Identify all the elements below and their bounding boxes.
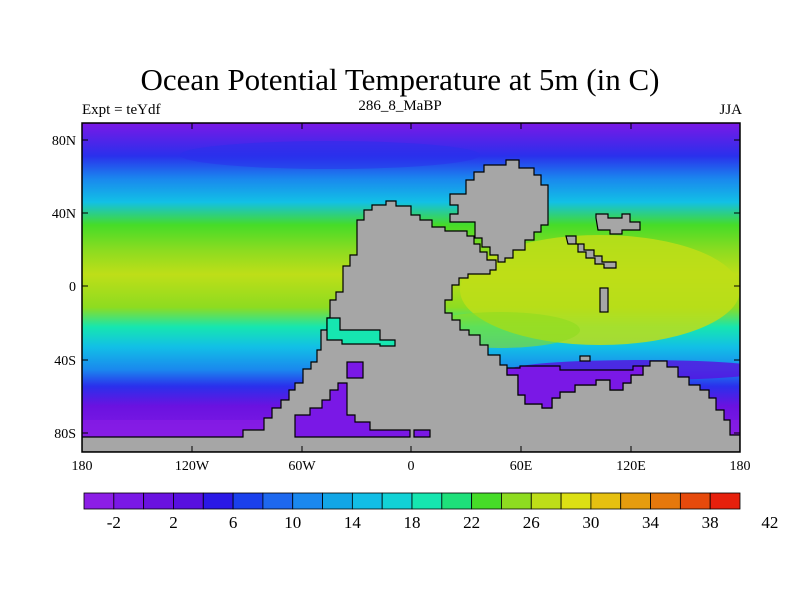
colorbar-label: 18 xyxy=(404,513,421,532)
weddell-sea xyxy=(294,382,411,438)
colorbar-swatch xyxy=(143,492,174,510)
northern-landmass xyxy=(449,159,549,263)
colorbar xyxy=(83,492,741,510)
colorbar-swatch xyxy=(590,492,622,510)
x-tick-label: 120W xyxy=(175,459,210,474)
colorbar-swatch xyxy=(530,492,562,510)
colorbar-swatch xyxy=(381,492,413,510)
map-title: Ocean Potential Temperature at 5m (in C) xyxy=(140,62,660,97)
colorbar-swatch xyxy=(292,492,323,510)
colorbar-label: 38 xyxy=(702,513,719,532)
age-label: 286_8_MaBP xyxy=(358,98,442,114)
x-tick-label: 60E xyxy=(510,459,533,474)
polar-sea-strip xyxy=(413,429,431,438)
colorbar-label: 22 xyxy=(463,513,480,532)
x-axis-ticks xyxy=(81,123,741,452)
colorbar-labels: -2 2 6 10 14 18 22 26 30 34 38 42 xyxy=(107,513,779,532)
x-tick-label: 60W xyxy=(288,459,316,474)
y-tick-label: 40S xyxy=(54,354,76,369)
x-tick-label: 180 xyxy=(72,459,93,474)
colorbar-swatch xyxy=(620,492,651,510)
x-tick-label: 180 xyxy=(730,459,751,474)
colorbar-swatch xyxy=(679,492,711,510)
colorbar-swatch xyxy=(709,492,741,510)
colorbar-swatch xyxy=(322,492,353,510)
polar-seas xyxy=(294,317,644,438)
y-tick-label: 80S xyxy=(54,427,76,442)
colorbar-label: 42 xyxy=(761,513,778,532)
archipelago xyxy=(565,235,617,269)
colorbar-label: 30 xyxy=(582,513,599,532)
colorbar-swatch xyxy=(650,492,681,510)
colorbar-label: 34 xyxy=(642,513,660,532)
colorbar-label: 26 xyxy=(523,513,540,532)
colorbar-swatch xyxy=(113,492,145,510)
colorbar-swatch xyxy=(471,492,502,510)
season-label: JJA xyxy=(719,102,742,118)
small-sea xyxy=(346,361,364,379)
southern-basin xyxy=(506,365,644,409)
colorbar-swatch xyxy=(173,492,204,510)
x-tick-label: 0 xyxy=(408,459,415,474)
y-tick-label: 80N xyxy=(52,134,76,149)
colorbar-swatch xyxy=(83,492,115,510)
colorbar-label: 14 xyxy=(344,513,362,532)
colorbar-label: 2 xyxy=(169,513,178,532)
y-tick-label: 40N xyxy=(52,207,76,222)
colorbar-swatch xyxy=(441,492,473,510)
y-tick-label: 0 xyxy=(69,280,76,295)
y-axis-ticks xyxy=(82,139,740,434)
colorbar-swatch xyxy=(560,492,592,510)
south-pacific-sea xyxy=(326,317,396,347)
colorbar-swatch xyxy=(501,492,532,510)
colorbar-swatch xyxy=(411,492,443,510)
colorbar-swatch xyxy=(351,492,383,510)
colorbar-swatch xyxy=(232,492,264,510)
colorbar-swatch xyxy=(202,492,234,510)
asia-island xyxy=(595,213,641,235)
small-island xyxy=(599,287,609,313)
x-tick-label: 120E xyxy=(616,459,646,474)
experiment-label: Expt = teYdf xyxy=(82,102,161,118)
colorbar-label: -2 xyxy=(107,513,121,532)
tiny-island xyxy=(579,355,591,362)
colorbar-swatch xyxy=(262,492,294,510)
colorbar-label: 6 xyxy=(229,513,238,532)
colorbar-label: 10 xyxy=(284,513,301,532)
